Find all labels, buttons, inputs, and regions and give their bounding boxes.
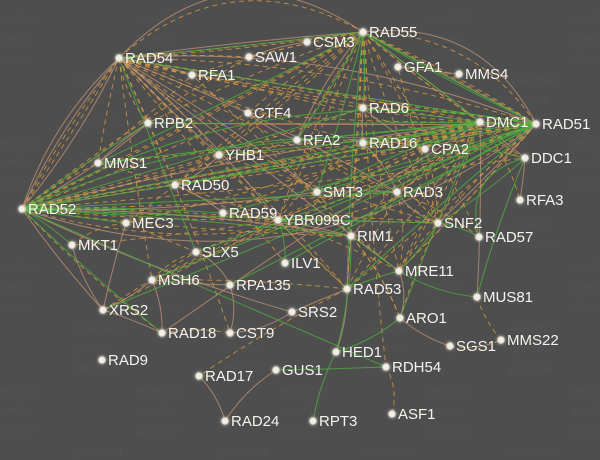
svg-text:genetic: genetic [0,403,29,417]
svg-text:RIM1: RIM1 [357,228,393,245]
svg-text:ILV1: ILV1 [291,255,321,272]
svg-text:yeastNet: yeastNet [135,383,183,397]
svg-text:yeastNet: yeastNet [425,11,473,25]
svg-text:genetic: genetic [135,403,174,417]
svg-text:RPB2: RPB2 [154,115,193,132]
svg-text:physical: physical [365,0,408,3]
svg-text:yeastNet: yeastNet [510,73,558,87]
svg-text:physical: physical [570,175,600,189]
svg-text:physical: physical [570,51,600,65]
svg-text:physical: physical [570,299,600,313]
svg-text:physical: physical [0,299,33,313]
svg-text:RAD3: RAD3 [403,184,443,201]
svg-text:yeastNet: yeastNet [365,445,413,459]
svg-text:RAD50: RAD50 [181,177,229,194]
svg-text:physical: physical [0,175,33,189]
svg-text:RFA3: RFA3 [526,192,564,209]
svg-text:ASF1: ASF1 [398,406,436,423]
svg-text:yeastNet: yeastNet [0,383,38,397]
svg-text:RAD59: RAD59 [229,205,277,222]
svg-text:yeastNet: yeastNet [0,259,38,273]
svg-text:physical: physical [280,423,323,437]
svg-text:GFA1: GFA1 [404,59,442,76]
svg-text:physical: physical [75,0,118,3]
svg-text:SGS1: SGS1 [456,338,496,355]
svg-text:RAD57: RAD57 [485,229,533,246]
svg-text:RAD17: RAD17 [205,368,253,385]
svg-text:YHB1: YHB1 [225,147,264,164]
svg-text:yeastNet: yeastNet [0,11,38,25]
svg-text:yeastNet: yeastNet [570,383,600,397]
svg-text:SNF2: SNF2 [444,215,482,232]
svg-text:SMT3: SMT3 [323,184,363,201]
svg-text:genetic: genetic [0,31,29,45]
svg-text:yeastNet: yeastNet [570,11,600,25]
svg-text:MUS81: MUS81 [483,289,533,306]
svg-text:physical: physical [510,361,553,375]
svg-text:MMS4: MMS4 [465,66,508,83]
svg-text:RAD51: RAD51 [542,116,590,133]
svg-text:genetic: genetic [280,403,319,417]
svg-text:HED1: HED1 [342,344,382,361]
svg-text:genetic: genetic [510,93,549,107]
svg-text:DDC1: DDC1 [531,150,572,167]
svg-text:physical: physical [570,423,600,437]
svg-text:RAD52: RAD52 [28,201,76,218]
svg-text:physical: physical [425,423,468,437]
svg-text:RAD53: RAD53 [353,281,401,298]
svg-text:ARO1: ARO1 [406,310,447,327]
svg-text:RAD24: RAD24 [231,413,279,430]
svg-text:RDH54: RDH54 [392,359,441,376]
svg-text:genetic: genetic [220,341,259,355]
svg-text:RFA2: RFA2 [303,132,341,149]
svg-text:RPA135: RPA135 [236,277,291,294]
svg-text:physical: physical [510,0,553,3]
svg-text:CPA2: CPA2 [431,141,469,158]
svg-text:physical: physical [0,423,33,437]
svg-text:yeastNet: yeastNet [75,321,123,335]
svg-text:MRE11: MRE11 [405,263,454,280]
svg-text:MSH6: MSH6 [158,272,200,289]
svg-text:MMS1: MMS1 [104,155,147,172]
svg-text:RAD16: RAD16 [369,135,417,152]
svg-text:genetic: genetic [0,279,29,293]
svg-text:DMC1: DMC1 [486,114,529,131]
svg-text:genetic: genetic [570,279,600,293]
svg-text:RAD6: RAD6 [369,100,409,117]
svg-text:RAD55: RAD55 [369,24,417,41]
svg-text:yeastNet: yeastNet [75,445,123,459]
svg-text:RPT3: RPT3 [319,413,357,430]
svg-text:yeastNet: yeastNet [0,135,38,149]
svg-text:RAD9: RAD9 [108,352,148,369]
svg-text:RAD18: RAD18 [168,325,216,342]
svg-text:YBR099C: YBR099C [284,212,351,229]
svg-text:physical: physical [75,113,118,127]
svg-text:yeastNet: yeastNet [425,383,473,397]
svg-text:yeastNet: yeastNet [570,259,600,273]
svg-text:GUS1: GUS1 [282,362,323,379]
svg-text:yeastNet: yeastNet [510,445,558,459]
svg-text:MEC3: MEC3 [132,215,174,232]
svg-text:SAW1: SAW1 [255,49,297,66]
svg-text:MKT1: MKT1 [78,237,118,254]
svg-text:XRS2: XRS2 [109,302,148,319]
svg-text:SRS2: SRS2 [298,304,337,321]
svg-text:genetic: genetic [570,155,600,169]
svg-text:physical: physical [135,423,178,437]
svg-text:genetic: genetic [425,31,464,45]
svg-text:genetic: genetic [570,403,600,417]
svg-text:CTF4: CTF4 [254,105,292,122]
svg-text:CSM3: CSM3 [313,34,355,51]
svg-text:yeastNet: yeastNet [220,445,268,459]
svg-text:SLX5: SLX5 [202,244,239,261]
svg-text:yeastNet: yeastNet [570,135,600,149]
svg-text:CST9: CST9 [236,325,274,342]
svg-text:MMS22: MMS22 [507,332,559,349]
svg-text:genetic: genetic [0,155,29,169]
svg-text:RFA1: RFA1 [198,67,236,84]
svg-text:physical: physical [0,51,33,65]
svg-text:RAD54: RAD54 [125,50,173,67]
svg-text:genetic: genetic [570,31,600,45]
